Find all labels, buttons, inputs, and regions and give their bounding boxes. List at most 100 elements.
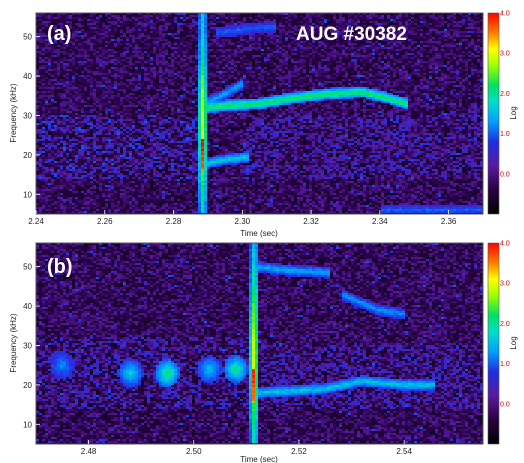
spectrogram-cell <box>360 65 363 67</box>
spectrogram-cell <box>408 39 411 41</box>
spectrogram-cell <box>429 33 432 35</box>
spectrogram-cell <box>456 19 459 21</box>
spectrogram-cell <box>180 41 183 43</box>
spectrogram-cell <box>396 57 399 59</box>
spectrogram-cell <box>327 63 330 65</box>
spectrogram-cell <box>471 59 474 61</box>
spectrogram-cell <box>201 77 204 79</box>
spectrogram-cell <box>315 21 318 23</box>
spectrogram-cell <box>126 35 129 37</box>
spectrogram-cell <box>129 27 132 29</box>
spectrogram-cell <box>87 35 90 37</box>
spectrogram-cell <box>372 51 375 53</box>
spectrogram-cell <box>192 25 195 27</box>
spectrogram-cell <box>237 23 240 25</box>
spectrogram-cell <box>90 57 93 59</box>
spectrogram-cell <box>201 49 204 51</box>
spectrogram-cell <box>228 77 231 79</box>
spectrogram-cell <box>474 29 477 31</box>
spectrogram-cell <box>48 71 51 73</box>
spectrogram-cell <box>177 25 180 27</box>
spectrogram-cell <box>276 39 279 41</box>
spectrogram-cell <box>408 69 411 71</box>
spectrogram-cell <box>375 67 378 69</box>
spectrogram-cell <box>192 31 195 33</box>
spectrogram-cell <box>354 45 357 47</box>
spectrogram-cell <box>141 33 144 35</box>
spectrogram-cell <box>240 17 243 19</box>
spectrogram-cell <box>330 45 333 47</box>
panel-a: 2.24 2.26 2.28 2.30 2.32 2.34 2.36 1020304050 … <box>9 11 518 239</box>
spectrogram-cell <box>108 53 111 55</box>
spectrogram-cell <box>363 17 366 19</box>
spectrogram-cell <box>303 73 306 75</box>
spectrogram-cell <box>213 55 216 57</box>
spectrogram-cell <box>459 69 462 71</box>
spectrogram-cell <box>147 21 150 23</box>
spectrogram-cell <box>231 59 234 61</box>
spectrogram-cell <box>153 57 156 59</box>
spectrogram-cell <box>291 61 294 63</box>
spectrogram-cell <box>225 39 228 41</box>
spectrogram-cell <box>372 17 375 19</box>
spectrogram-cell <box>417 49 420 51</box>
spectrogram-cell <box>150 57 153 59</box>
spectrogram-cell <box>201 35 204 37</box>
spectrogram-cell <box>63 69 66 71</box>
spectrogram-cell <box>258 77 261 79</box>
spectrogram-cell <box>429 61 432 63</box>
spectrogram-cell <box>75 51 78 53</box>
spectrogram-cell <box>300 55 303 57</box>
spectrogram-cell <box>51 65 54 67</box>
spectrogram-cell <box>195 41 198 43</box>
spectrogram-cell <box>255 25 258 27</box>
spectrogram-cell <box>42 57 45 59</box>
spectrogram-cell <box>255 77 258 79</box>
spectrogram-cell <box>267 65 270 67</box>
spectrogram-cell <box>357 71 360 73</box>
spectrogram-cell <box>468 63 471 65</box>
spectrogram-cell <box>363 75 366 77</box>
spectrogram-cell <box>234 37 237 39</box>
spectrogram-cell <box>279 45 282 47</box>
spectrogram-cell <box>414 39 417 41</box>
spectrogram-cell <box>93 59 96 61</box>
spectrogram-cell <box>468 35 471 37</box>
spectrogram-cell <box>192 53 195 55</box>
spectrogram-cell <box>408 75 411 77</box>
spectrogram-cell <box>189 23 192 25</box>
spectrogram-cell <box>375 53 378 55</box>
spectrogram-cell <box>354 61 357 63</box>
spectrogram-cell <box>360 71 363 73</box>
spectrogram-cell <box>465 63 468 65</box>
spectrogram-cell <box>237 19 240 21</box>
spectrogram-cell <box>183 25 186 27</box>
spectrogram-cell <box>225 75 228 77</box>
spectrogram-cell <box>372 57 375 59</box>
spectrogram-cell <box>117 19 120 21</box>
spectrogram-cell <box>459 59 462 61</box>
spectrogram-cell <box>90 17 93 19</box>
spectrogram-cell <box>420 67 423 69</box>
spectrogram-cell <box>432 37 435 39</box>
spectrogram-cell <box>327 59 330 61</box>
spectrogram-cell <box>381 67 384 69</box>
spectrogram-cell <box>411 29 414 31</box>
spectrogram-cell <box>342 65 345 67</box>
spectrogram-cell <box>123 71 126 73</box>
spectrogram-cell <box>267 31 270 33</box>
spectrogram-cell <box>378 45 381 47</box>
spectrogram-cell <box>312 55 315 57</box>
spectrogram-cell <box>159 61 162 63</box>
spectrogram-cell <box>168 15 171 17</box>
spectrogram-cell <box>264 77 267 79</box>
spectrogram-cell <box>201 75 204 77</box>
spectrogram-cell <box>195 57 198 59</box>
spectrogram-cell <box>468 61 471 63</box>
spectrogram-cell <box>39 53 42 55</box>
spectrogram-cell <box>465 45 468 47</box>
spectrogram-cell <box>297 17 300 19</box>
spectrogram-cell <box>249 47 252 49</box>
spectrogram-cell <box>246 51 249 53</box>
spectrogram-cell <box>186 57 189 59</box>
